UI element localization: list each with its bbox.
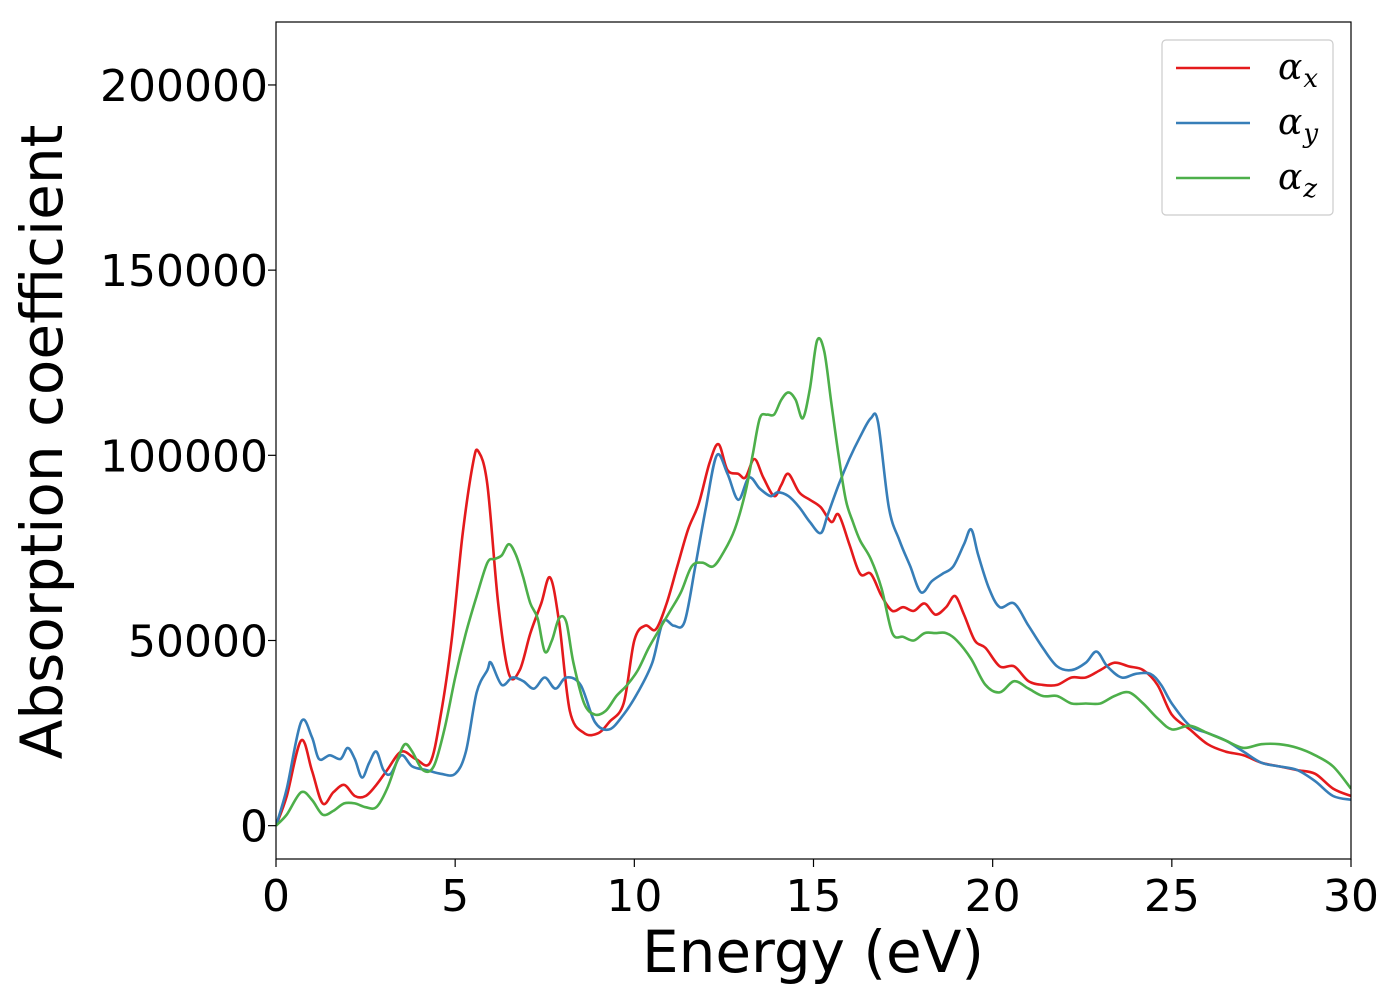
x-tick-label-20: 20 (965, 871, 1021, 922)
y-tick-label-100000: 100000 (100, 431, 268, 482)
legend-label-x: αx (1278, 47, 1318, 94)
x-axis-label: Energy (eV) (642, 918, 984, 986)
y-tick-label-50000: 50000 (128, 616, 268, 667)
x-tick-label-5: 5 (441, 871, 469, 922)
series-layer (276, 336, 1351, 827)
plot-area (276, 336, 1351, 827)
x-tick-label-10: 10 (606, 871, 662, 922)
series-line-y (276, 412, 1351, 827)
x-tick-label-15: 15 (786, 871, 842, 922)
series-line-x (276, 442, 1351, 827)
x-tick-label-0: 0 (262, 871, 290, 922)
legend-label-y: αy (1278, 102, 1318, 149)
y-tick-label-0: 0 (240, 802, 268, 853)
legend-label-z: αz (1278, 157, 1317, 204)
y-axis-label: Absorption coefficient (8, 125, 76, 760)
y-axis: 0 50000 100000 150000 200000 (100, 61, 276, 853)
series-line-z (276, 336, 1351, 827)
x-axis: 0 5 10 15 20 25 30 (262, 859, 1379, 922)
x-tick-label-30: 30 (1323, 871, 1379, 922)
legend: αx αy αz (1161, 39, 1334, 216)
y-tick-label-200000: 200000 (100, 61, 268, 112)
x-tick-label-25: 25 (1144, 871, 1200, 922)
legend-box (1161, 39, 1334, 216)
y-tick-label-150000: 150000 (100, 246, 268, 297)
